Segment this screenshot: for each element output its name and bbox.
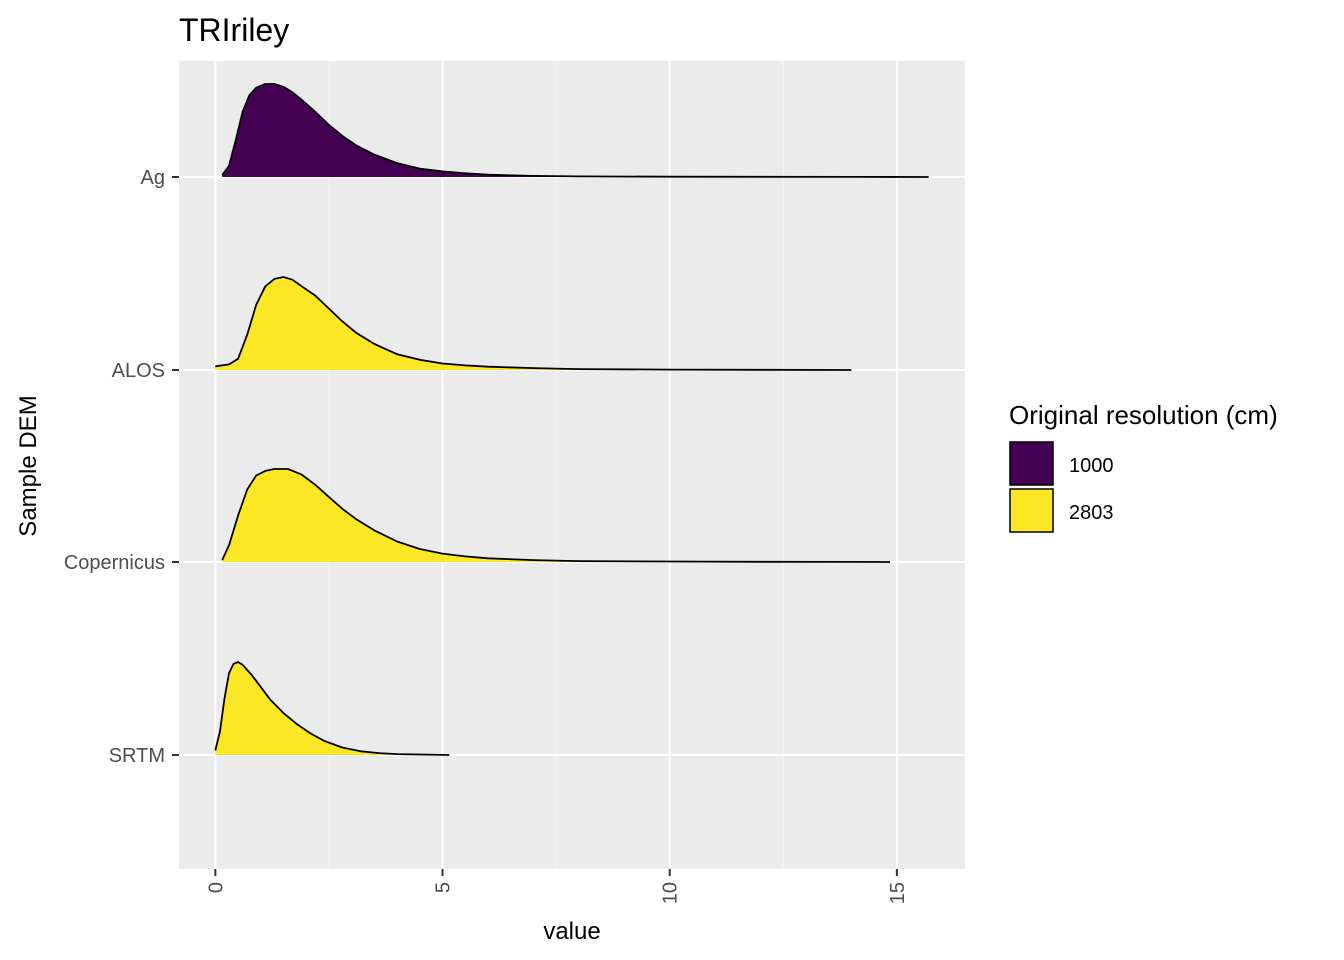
density-ridges bbox=[214, 83, 929, 756]
legend-title: Original resolution (cm) bbox=[1009, 400, 1278, 430]
ridge-fill-alos bbox=[215, 277, 852, 370]
y-tick-label-ag: Ag bbox=[141, 167, 165, 189]
y-tick-label-alos: ALOS bbox=[112, 360, 165, 382]
legend-label-2803: 2803 bbox=[1069, 502, 1114, 524]
y-axis: Ag ALOS Copernicus SRTM bbox=[64, 167, 179, 767]
chart-title: TRIriley bbox=[179, 12, 289, 48]
ridge-outline-ag bbox=[221, 83, 929, 178]
x-tick-label: 5 bbox=[433, 882, 455, 893]
legend-label-1000: 1000 bbox=[1069, 455, 1114, 477]
x-axis: 0 5 10 15 bbox=[205, 869, 909, 904]
y-tick-label-copernicus: Copernicus bbox=[64, 552, 165, 574]
x-tick-label: 10 bbox=[660, 882, 682, 904]
y-axis-title: Sample DEM bbox=[15, 395, 42, 536]
legend-key-2803 bbox=[1009, 488, 1054, 533]
ridge-fill-srtm bbox=[215, 662, 450, 755]
legend-key-1000 bbox=[1009, 441, 1054, 486]
ridge-outline-alos bbox=[215, 276, 852, 371]
ridge-outline-copernicus bbox=[221, 468, 891, 563]
legend: Original resolution (cm) 1000 2803 bbox=[1009, 400, 1278, 533]
x-tick-label: 0 bbox=[205, 882, 227, 893]
ridge-outline-srtm bbox=[214, 661, 450, 756]
y-tick-label-srtm: SRTM bbox=[109, 745, 165, 767]
x-axis-title: value bbox=[543, 918, 600, 945]
minor-gridlines bbox=[328, 61, 784, 869]
x-tick-label: 15 bbox=[887, 882, 909, 904]
ridge-fill-copernicus bbox=[222, 469, 890, 562]
